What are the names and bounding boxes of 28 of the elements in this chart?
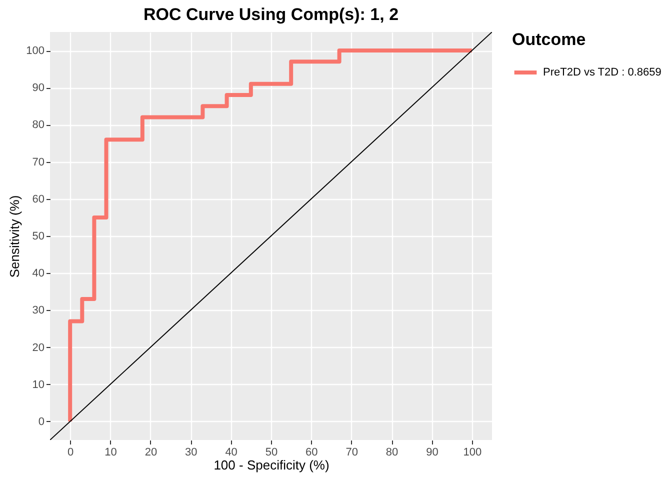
y-tick-label: 60 [32, 193, 44, 206]
y-axis-title: Sensitivity (%) [7, 195, 22, 278]
y-tick-label: 90 [32, 82, 44, 94]
x-tick-label: 40 [225, 446, 238, 458]
y-tick-label: 80 [32, 119, 44, 132]
legend-label: PreT2D vs T2D : 0.8659 [543, 66, 662, 78]
y-tick-label: 10 [32, 378, 44, 391]
x-tick-label: 10 [104, 446, 117, 458]
x-tick-label: 90 [426, 446, 438, 458]
x-tick-label: 60 [306, 446, 318, 458]
y-tick-label: 0 [38, 416, 44, 428]
x-tick-label: 30 [185, 446, 198, 458]
y-tick-label: 40 [32, 268, 44, 280]
y-tick-label: 50 [32, 230, 44, 242]
x-tick-label: 100 [463, 446, 482, 458]
x-tick-label: 0 [68, 446, 74, 458]
y-tick-label: 30 [32, 304, 44, 317]
legend-title: Outcome [512, 30, 586, 49]
y-tick-label: 20 [32, 342, 44, 354]
line-series [68, 48, 474, 424]
x-tick-label: 20 [144, 446, 158, 458]
x-axis-title: 100 - Specificity (%) [214, 458, 330, 472]
x-tick-label: 80 [386, 446, 398, 458]
chart-title: ROC Curve Using Comp(s): 1, 2 [143, 5, 399, 24]
x-tick-label: 70 [346, 446, 358, 458]
x-tick-label: 50 [265, 446, 278, 458]
y-tick-label: 100 [26, 45, 44, 58]
y-tick-label: 70 [32, 156, 44, 168]
